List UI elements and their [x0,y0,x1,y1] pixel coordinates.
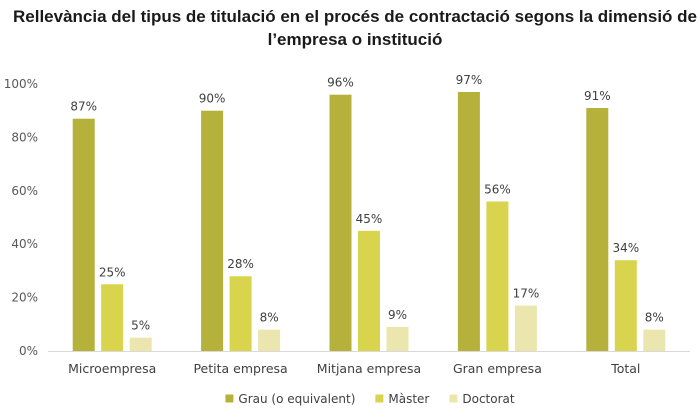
chart-title-line-1: Rellevància del tipus de titulació en el… [13,7,697,26]
category-label: Gran empresa [453,361,542,376]
bar [586,108,609,351]
chart-title-line-2: l’empresa o institució [268,30,443,49]
y-tick-label: 80% [11,130,38,144]
category-labels: Microempresa Petita empresa Mitjana empres… [68,361,640,376]
bar-value-label: 91% [584,89,611,103]
legend-item: Doctorat [449,392,515,406]
bar-value-label: 25% [99,265,126,279]
bar [614,260,637,351]
bar [258,329,281,351]
bar-value-label: 87% [70,100,97,114]
bar [514,305,537,351]
y-tick-label: 60% [11,184,38,198]
category-label: Total [610,361,640,376]
category-label: Petita empresa [193,361,287,376]
y-axis: 0% 20% 40% 60% 80% 100% [4,77,38,358]
bar [486,201,509,351]
bar-value-label: 8% [260,311,279,325]
legend-label: Grau (o equivalent) [238,392,355,406]
bar [101,284,124,351]
bar-value-label: 56% [484,182,511,196]
bar [72,118,95,352]
bar [129,337,152,351]
legend-swatch [375,394,384,403]
legend-item: Grau (o equivalent) [225,392,355,406]
legend-label: Màster [388,392,429,406]
bar-value-label: 17% [513,287,540,301]
bar [386,326,409,351]
legend-label: Doctorat [462,392,515,406]
y-tick-label: 40% [11,237,38,251]
bar-value-label: 34% [612,241,639,255]
legend-swatch [225,394,234,403]
bar-value-label: 28% [227,257,254,271]
legend-swatch [449,394,458,403]
category-label: Microempresa [68,361,156,376]
bar [229,276,252,351]
y-tick-label: 0% [19,344,38,358]
bar [643,329,666,351]
legend: Grau (o equivalent) Màster Doctorat [225,392,515,406]
bars-group: 87% 25% 5% 90% 28% 8% 96% 45% 9% 97% 56% 17% 91% 34% 8… [70,73,666,352]
bar [201,110,224,351]
y-tick-label: 100% [4,77,38,91]
bar [457,92,480,351]
bar-value-label: 45% [356,212,383,226]
bar-value-label: 9% [388,308,407,322]
bar-value-label: 8% [645,311,664,325]
legend-item: Màster [375,392,429,406]
bar [358,230,380,351]
bar-value-label: 90% [199,92,226,106]
bar [329,94,352,352]
category-label: Mitjana empresa [317,361,421,376]
bar-value-label: 5% [131,319,150,333]
y-tick-label: 20% [11,291,38,305]
bar-value-label: 96% [327,76,354,90]
bar-value-label: 97% [456,73,483,87]
